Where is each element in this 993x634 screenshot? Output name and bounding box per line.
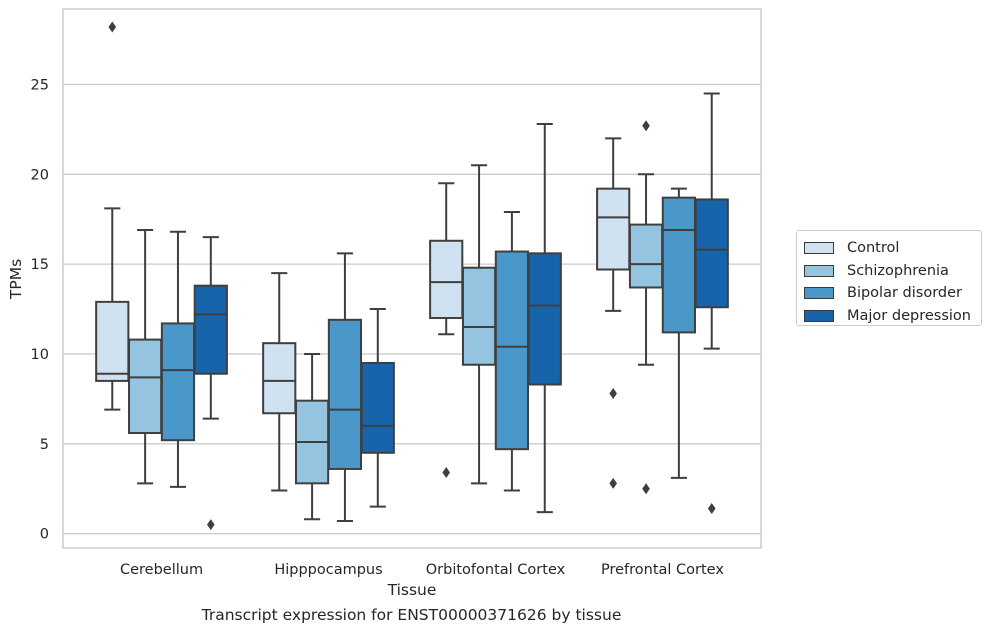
- box-schizophrenia: [128, 228, 163, 485]
- box-major-depression: [193, 236, 228, 531]
- box-major-depression: [360, 308, 395, 508]
- legend-label: Schizophrenia: [847, 262, 949, 279]
- box-bipolar-disorder: [160, 230, 196, 488]
- box-bipolar-disorder: [494, 211, 530, 492]
- y-tick-label: 10: [31, 347, 49, 363]
- outlier-point: [207, 519, 215, 531]
- iqr-box: [461, 266, 497, 366]
- y-tick-label: 25: [31, 77, 49, 93]
- outlier-point: [707, 502, 716, 514]
- legend-swatch-bipolar: [804, 287, 834, 300]
- box-control: [429, 182, 464, 479]
- iqr-box: [360, 361, 395, 454]
- y-tick-label: 5: [40, 437, 49, 453]
- legend-label: Control: [847, 240, 900, 257]
- grid-lines: [63, 83, 761, 535]
- box-bipolar-disorder: [661, 187, 696, 479]
- legend-swatch-control: [804, 242, 834, 255]
- box-schizophrenia: [461, 164, 497, 485]
- legend-item: Schizophrenia: [803, 260, 981, 283]
- box-control: [596, 137, 631, 489]
- box-control: [262, 272, 297, 492]
- x-tick-label: Cerebellum: [120, 562, 203, 578]
- iqr-box: [327, 318, 363, 470]
- iqr-box: [193, 284, 228, 375]
- y-tick-label: 20: [31, 167, 49, 183]
- y-tick-labels: 0 5 10 15 20 25: [31, 77, 49, 542]
- outlier-point: [442, 467, 451, 479]
- y-tick-label: 0: [40, 527, 49, 543]
- legend: Control Schizophrenia Bipolar disorder M…: [796, 230, 982, 326]
- iqr-box: [262, 342, 297, 415]
- box-bipolar-disorder: [327, 252, 363, 523]
- legend-label: Bipolar disorder: [847, 285, 962, 302]
- box-major-depression: [694, 92, 729, 514]
- iqr-box: [128, 338, 163, 435]
- box-schizophrenia: [294, 352, 330, 521]
- legend-item: Bipolar disorder: [803, 282, 981, 305]
- box-major-depression: [527, 122, 562, 514]
- iqr-box: [628, 223, 664, 289]
- iqr-box: [661, 196, 696, 334]
- iqr-box: [494, 250, 530, 451]
- y-tick-label: 15: [31, 257, 49, 273]
- x-tick-label: Hipppocampus: [274, 562, 382, 578]
- iqr-box: [429, 239, 464, 320]
- box-schizophrenia: [628, 120, 664, 495]
- legend-item: Control: [803, 237, 981, 260]
- legend-swatch-depression: [804, 309, 834, 322]
- chart-caption: Transcript expression for ENST0000037162…: [201, 606, 622, 624]
- boxes: [95, 21, 729, 531]
- x-tick-label: Orbitofontal Cortex: [426, 562, 566, 578]
- outlier-point: [642, 483, 650, 495]
- x-tick-labels: Cerebellum Hipppocampus Orbitofontal Corte…: [120, 562, 724, 578]
- iqr-box: [596, 187, 631, 271]
- legend-swatch-schizophrenia: [804, 264, 834, 277]
- x-tick-label: Prefrontal Cortex: [601, 562, 724, 578]
- iqr-box: [527, 252, 562, 386]
- legend-item: Major depression: [803, 305, 981, 328]
- plot-frame: [62, 8, 762, 549]
- x-axis-label: Tissue: [387, 581, 437, 599]
- outlier-point: [642, 120, 650, 132]
- iqr-box: [694, 198, 729, 309]
- iqr-box: [160, 322, 196, 442]
- y-axis-label: TPMs: [7, 259, 25, 300]
- iqr-box: [95, 300, 130, 382]
- legend-label: Major depression: [847, 307, 971, 324]
- outlier-point: [609, 387, 617, 399]
- outlier-point: [108, 21, 117, 33]
- box-control: [95, 21, 130, 411]
- outlier-point: [609, 477, 617, 489]
